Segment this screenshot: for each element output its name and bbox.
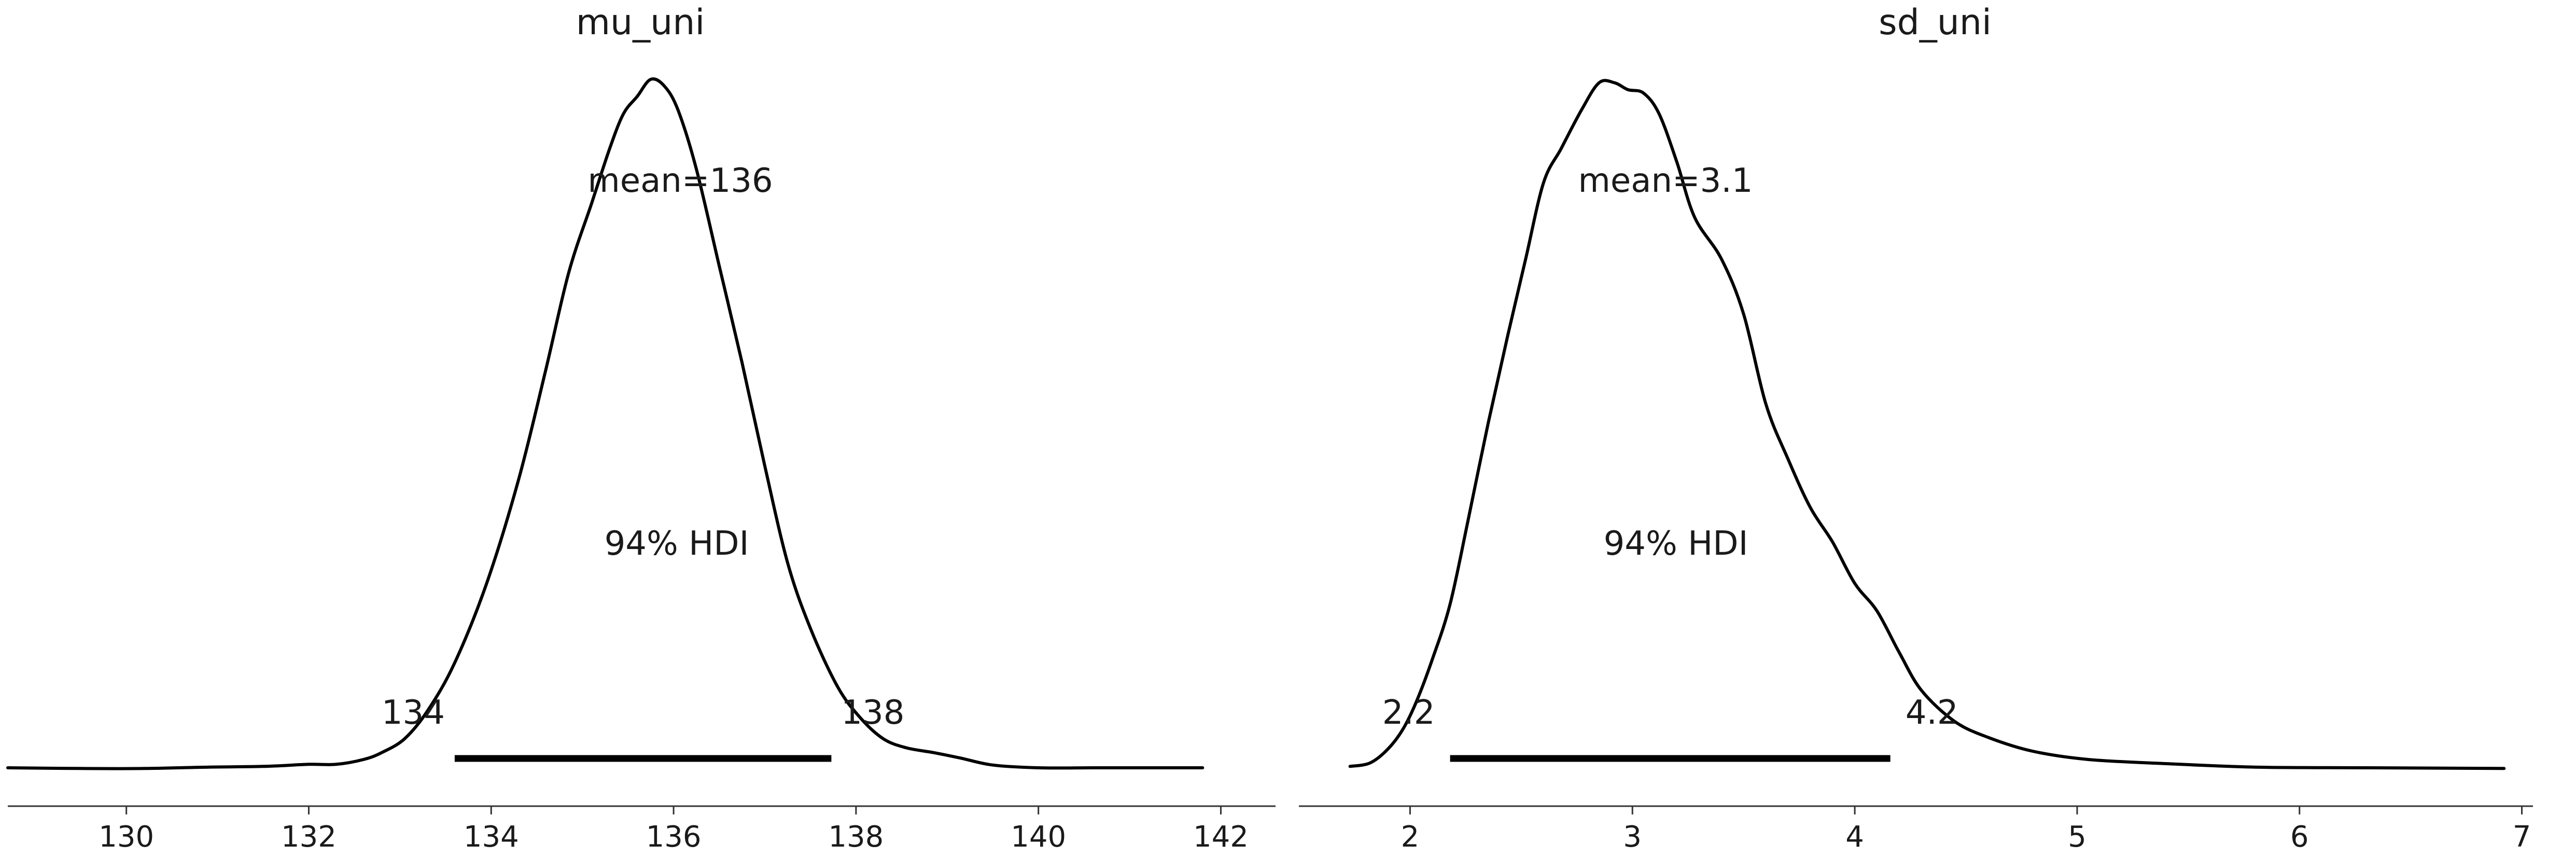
- hdi-high-label: 4.2: [1906, 694, 1958, 732]
- x-tick-label: 6: [2290, 820, 2309, 854]
- x-tick-label: 5: [2068, 820, 2087, 854]
- panel-title: sd_uni: [1879, 2, 1992, 43]
- x-tick-label: 130: [99, 820, 154, 854]
- x-tick-label: 134: [464, 820, 519, 854]
- x-ticks: 2 3 4 5 6 7: [1401, 806, 2531, 854]
- x-tick-label: 7: [2513, 820, 2531, 854]
- hdi-high-label: 138: [841, 694, 904, 732]
- panel-title: mu_uni: [576, 2, 705, 43]
- x-tick-label: 2: [1401, 820, 1420, 854]
- x-tick-label: 140: [1011, 820, 1066, 854]
- hdi-label: 94% HDI: [1604, 525, 1748, 563]
- x-tick-label: 3: [1623, 820, 1642, 854]
- x-ticks: 130 132 134 136 138 140 142: [99, 806, 1249, 854]
- hdi-label: 94% HDI: [605, 525, 749, 563]
- hdi-low-label: 2.2: [1382, 694, 1435, 732]
- hdi-low-label: 134: [382, 694, 445, 732]
- x-tick-label: 132: [281, 820, 337, 854]
- x-tick-label: 142: [1193, 820, 1249, 854]
- panel-mu-uni: mu_uni mean=136 94% HDI 134 138 130 132 13…: [6, 2, 1276, 854]
- mean-label: mean=136: [587, 162, 773, 200]
- panel-sd-uni: sd_uni mean=3.1 94% HDI 2.2 4.2 2 3 4 5 6 7: [1299, 2, 2533, 854]
- density-curve: [1348, 79, 2506, 770]
- mean-label: mean=3.1: [1578, 162, 1753, 200]
- density-curve: [6, 77, 1205, 770]
- x-tick-label: 4: [1845, 820, 1864, 854]
- x-tick-label: 138: [828, 820, 884, 854]
- x-tick-label: 136: [646, 820, 702, 854]
